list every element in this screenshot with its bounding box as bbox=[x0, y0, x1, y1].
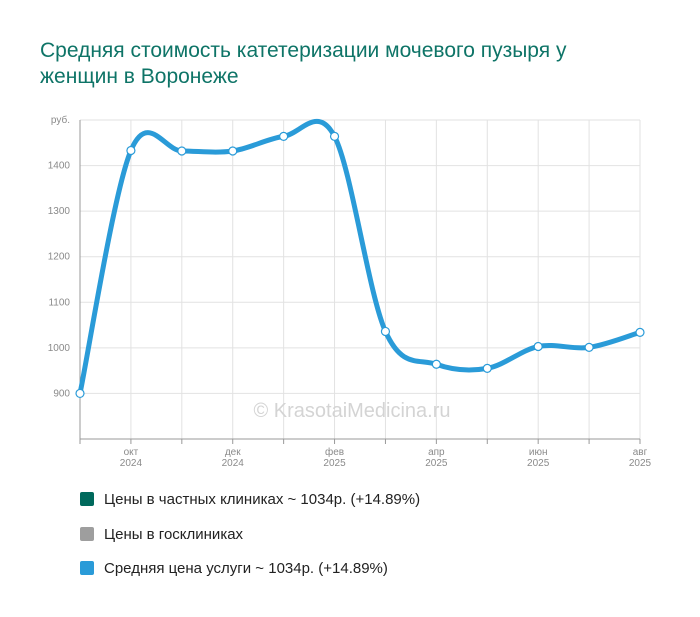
y-tick-label: 1400 bbox=[48, 161, 71, 172]
y-tick-label: 1000 bbox=[48, 343, 71, 354]
x-tick-label: авг 2025 bbox=[628, 447, 652, 469]
legend-item: Цены в частных клиниках ~ 1034р. (+14.89… bbox=[80, 491, 420, 508]
series bbox=[78, 119, 643, 396]
point bbox=[635, 327, 645, 337]
point bbox=[75, 388, 85, 399]
chart-title: Средняя стоимость катетеризации мочевого… bbox=[40, 39, 567, 88]
legend-item: Цены в госклиниках bbox=[80, 526, 243, 543]
point bbox=[482, 363, 492, 373]
y-tick-label: 1200 bbox=[48, 252, 71, 263]
watermark: © KrasotaiMedicina.ru bbox=[253, 400, 450, 422]
x-tick-label: окт 2024 bbox=[119, 447, 143, 469]
point bbox=[177, 146, 187, 156]
y-tick-label: 900 bbox=[53, 388, 70, 399]
point bbox=[533, 341, 543, 352]
point bbox=[584, 342, 594, 353]
legend-item: Средняя цена услуги ~ 1034р. (+14.89%) bbox=[80, 560, 388, 577]
point bbox=[380, 326, 391, 337]
legend-label: Цены в частных клиниках ~ 1034р. (+14.89… bbox=[104, 491, 421, 508]
x-tick-label: апр 2025 bbox=[425, 447, 448, 469]
y-tick-label: руб. bbox=[51, 114, 70, 126]
point bbox=[228, 146, 238, 156]
x-tick-label: фев 2025 bbox=[323, 447, 346, 469]
line bbox=[78, 119, 643, 396]
y-tick-label: 1300 bbox=[48, 206, 71, 217]
point bbox=[329, 131, 340, 142]
legend-swatch bbox=[80, 561, 94, 575]
point bbox=[279, 131, 289, 142]
legend-swatch bbox=[80, 492, 94, 506]
point bbox=[431, 359, 441, 369]
x-tick-label: июн 2025 bbox=[527, 447, 550, 469]
legend-swatch bbox=[80, 526, 94, 541]
x-tick-label: дек 2024 bbox=[221, 447, 244, 469]
point bbox=[126, 145, 136, 156]
y-tick-label: 1100 bbox=[48, 297, 70, 308]
legend-label: Средняя цена услуги ~ 1034р. (+14.89%) bbox=[104, 560, 388, 577]
legend-label: Цены в госклиниках bbox=[104, 525, 244, 543]
